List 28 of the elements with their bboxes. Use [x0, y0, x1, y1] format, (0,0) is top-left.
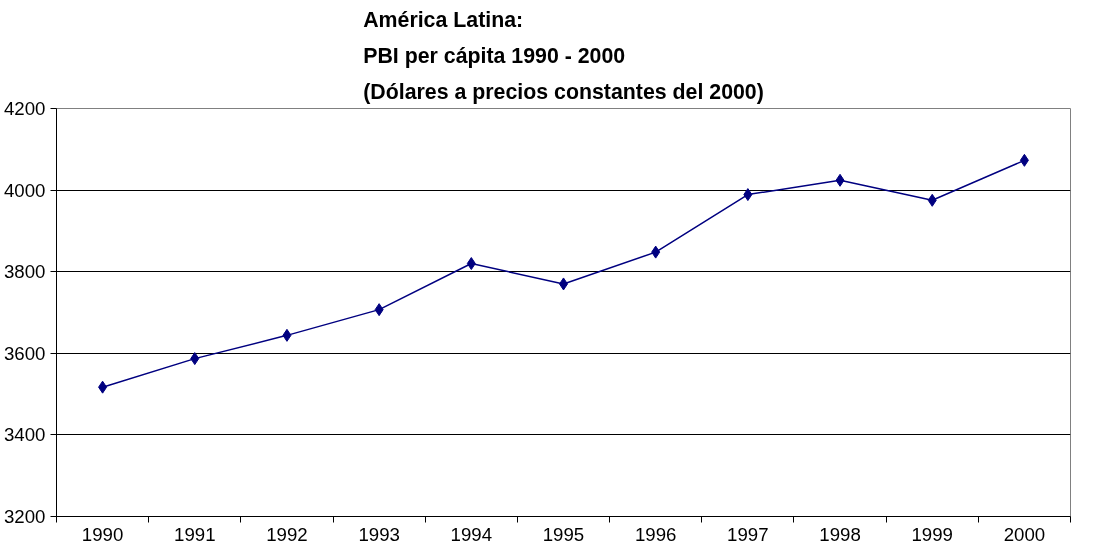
- x-tick-label: 1997: [727, 523, 769, 545]
- x-tick-label: 1991: [174, 523, 216, 545]
- y-tick-label: 3200: [4, 506, 46, 527]
- y-tick-label: 4200: [4, 98, 46, 119]
- point: [1019, 153, 1029, 167]
- x-tick-label: 2000: [1003, 523, 1046, 545]
- point: [743, 188, 753, 202]
- x-tick-label: 1994: [450, 523, 493, 545]
- y-tick-label: 3600: [4, 342, 46, 364]
- point: [466, 257, 476, 271]
- point: [835, 173, 845, 187]
- chart-title: América Latina: PBI per cápita 1990 - 2000 (Dólares a precios constantes del 2000): [363, 7, 764, 104]
- x-tick-label: 1998: [819, 523, 861, 545]
- point: [190, 352, 200, 366]
- x-tick-label: 1993: [358, 523, 400, 545]
- y-tick-label: 3400: [4, 424, 46, 446]
- y-tick-label: 4000: [4, 179, 46, 201]
- x-tick-label: 1990: [81, 523, 124, 545]
- point: [98, 380, 108, 394]
- x-tick-label: 1999: [911, 523, 953, 545]
- point: [927, 193, 937, 207]
- y-tick-label: 3800: [4, 261, 46, 283]
- x-tick-label: 1996: [634, 523, 677, 545]
- x-tick-label: 1995: [542, 523, 585, 545]
- point: [282, 328, 292, 342]
- point: [374, 303, 384, 317]
- x-tick-label: 1992: [266, 523, 308, 545]
- point: [651, 245, 661, 259]
